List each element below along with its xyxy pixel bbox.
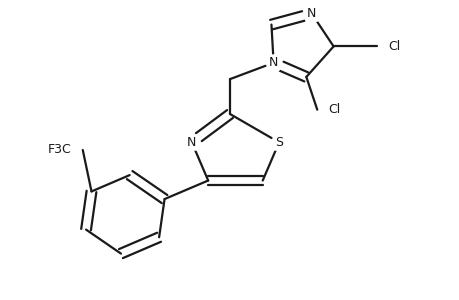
Text: N: N — [307, 7, 316, 20]
Text: Cl: Cl — [327, 103, 340, 116]
Text: Cl: Cl — [387, 40, 399, 53]
Text: S: S — [274, 136, 282, 149]
Text: N: N — [187, 136, 196, 149]
Text: N: N — [269, 56, 278, 69]
Text: F3C: F3C — [48, 143, 72, 157]
